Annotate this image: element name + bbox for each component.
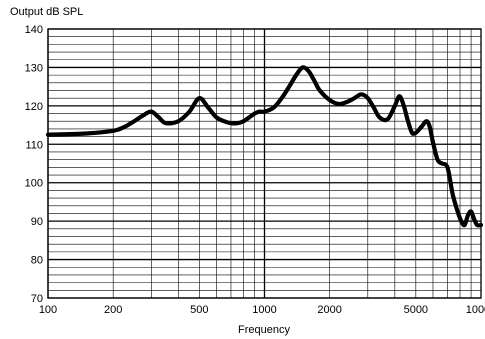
response-curve-line xyxy=(45,65,484,228)
y-tick-labels: 70 80 90 100 110 120 130 140 xyxy=(25,24,43,305)
y-tick-label: 140 xyxy=(25,24,43,36)
y-tick-label: 100 xyxy=(25,178,43,190)
series-layer xyxy=(45,65,484,228)
x-tick-label: 2000 xyxy=(317,304,341,316)
y-tick-label: 70 xyxy=(31,293,43,305)
x-tick-label: 100 xyxy=(39,304,57,316)
x-tick-label: 10000 xyxy=(466,304,485,316)
x-tick-label: 5000 xyxy=(404,304,428,316)
y-tick-label: 90 xyxy=(31,216,43,228)
plot-frame xyxy=(47,28,482,299)
x-tick-label: 500 xyxy=(190,304,208,316)
y-tick-label: 120 xyxy=(25,101,43,113)
x-tick-labels: 100 200 500 1000 2000 5000 10000 xyxy=(39,304,485,316)
y-tick-label: 110 xyxy=(25,139,43,151)
x-tick-label: 1000 xyxy=(252,304,276,316)
y-axis-title: Output dB SPL xyxy=(10,6,83,18)
x-tick-label: 200 xyxy=(104,304,122,316)
y-tick-label: 130 xyxy=(25,62,43,74)
plot-grid xyxy=(47,28,482,299)
y-tick-label: 80 xyxy=(31,255,43,267)
x-axis-title: Frequency xyxy=(238,324,290,336)
